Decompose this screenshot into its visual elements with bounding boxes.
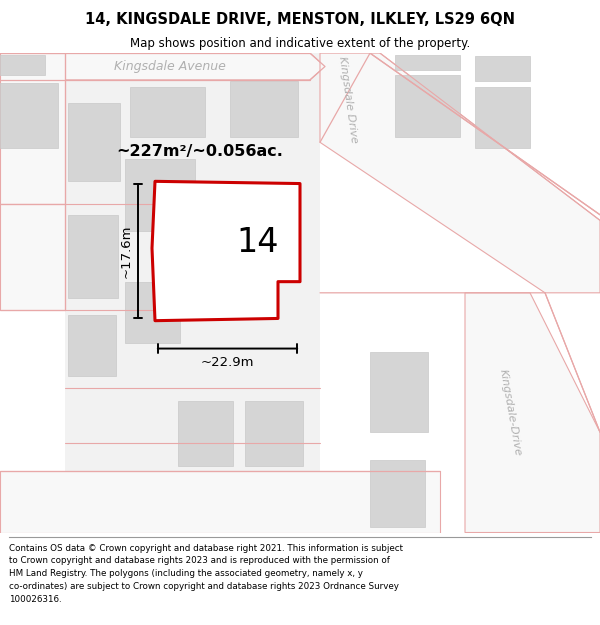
Polygon shape [65, 53, 320, 471]
Text: ~17.6m: ~17.6m [120, 224, 133, 278]
Bar [220, 229, 260, 276]
Bar [68, 315, 116, 376]
Polygon shape [0, 53, 65, 204]
Text: ~227m²/~0.056ac.: ~227m²/~0.056ac. [116, 144, 283, 159]
Polygon shape [465, 292, 600, 532]
Text: ~22.9m: ~22.9m [201, 356, 254, 369]
Bar [130, 87, 205, 137]
Text: Kingsdale Drive: Kingsdale Drive [337, 56, 359, 144]
Bar [230, 81, 298, 137]
Bar [125, 159, 195, 231]
Polygon shape [0, 204, 65, 309]
Bar [68, 215, 118, 298]
Bar [395, 56, 460, 70]
Text: Kingsdale-Drive: Kingsdale-Drive [497, 368, 523, 456]
Bar [475, 87, 530, 148]
Text: 14, KINGSDALE DRIVE, MENSTON, ILKLEY, LS29 6QN: 14, KINGSDALE DRIVE, MENSTON, ILKLEY, LS… [85, 12, 515, 27]
Polygon shape [0, 471, 440, 532]
Bar [370, 460, 425, 527]
Bar [245, 401, 303, 466]
Bar [0, 83, 58, 148]
Bar [178, 401, 233, 466]
Text: Contains OS data © Crown copyright and database right 2021. This information is : Contains OS data © Crown copyright and d… [9, 544, 403, 604]
Bar [395, 76, 460, 137]
Polygon shape [152, 181, 300, 321]
Text: Map shows position and indicative extent of the property.: Map shows position and indicative extent… [130, 38, 470, 50]
Polygon shape [320, 53, 600, 292]
Bar [162, 229, 210, 276]
Bar [370, 352, 428, 432]
Bar [475, 56, 530, 81]
Bar [68, 103, 120, 181]
Bar [0, 56, 45, 76]
Text: Kingsdale Avenue: Kingsdale Avenue [114, 60, 226, 73]
Text: 14: 14 [237, 226, 279, 259]
Polygon shape [0, 53, 325, 80]
Bar [125, 282, 180, 343]
